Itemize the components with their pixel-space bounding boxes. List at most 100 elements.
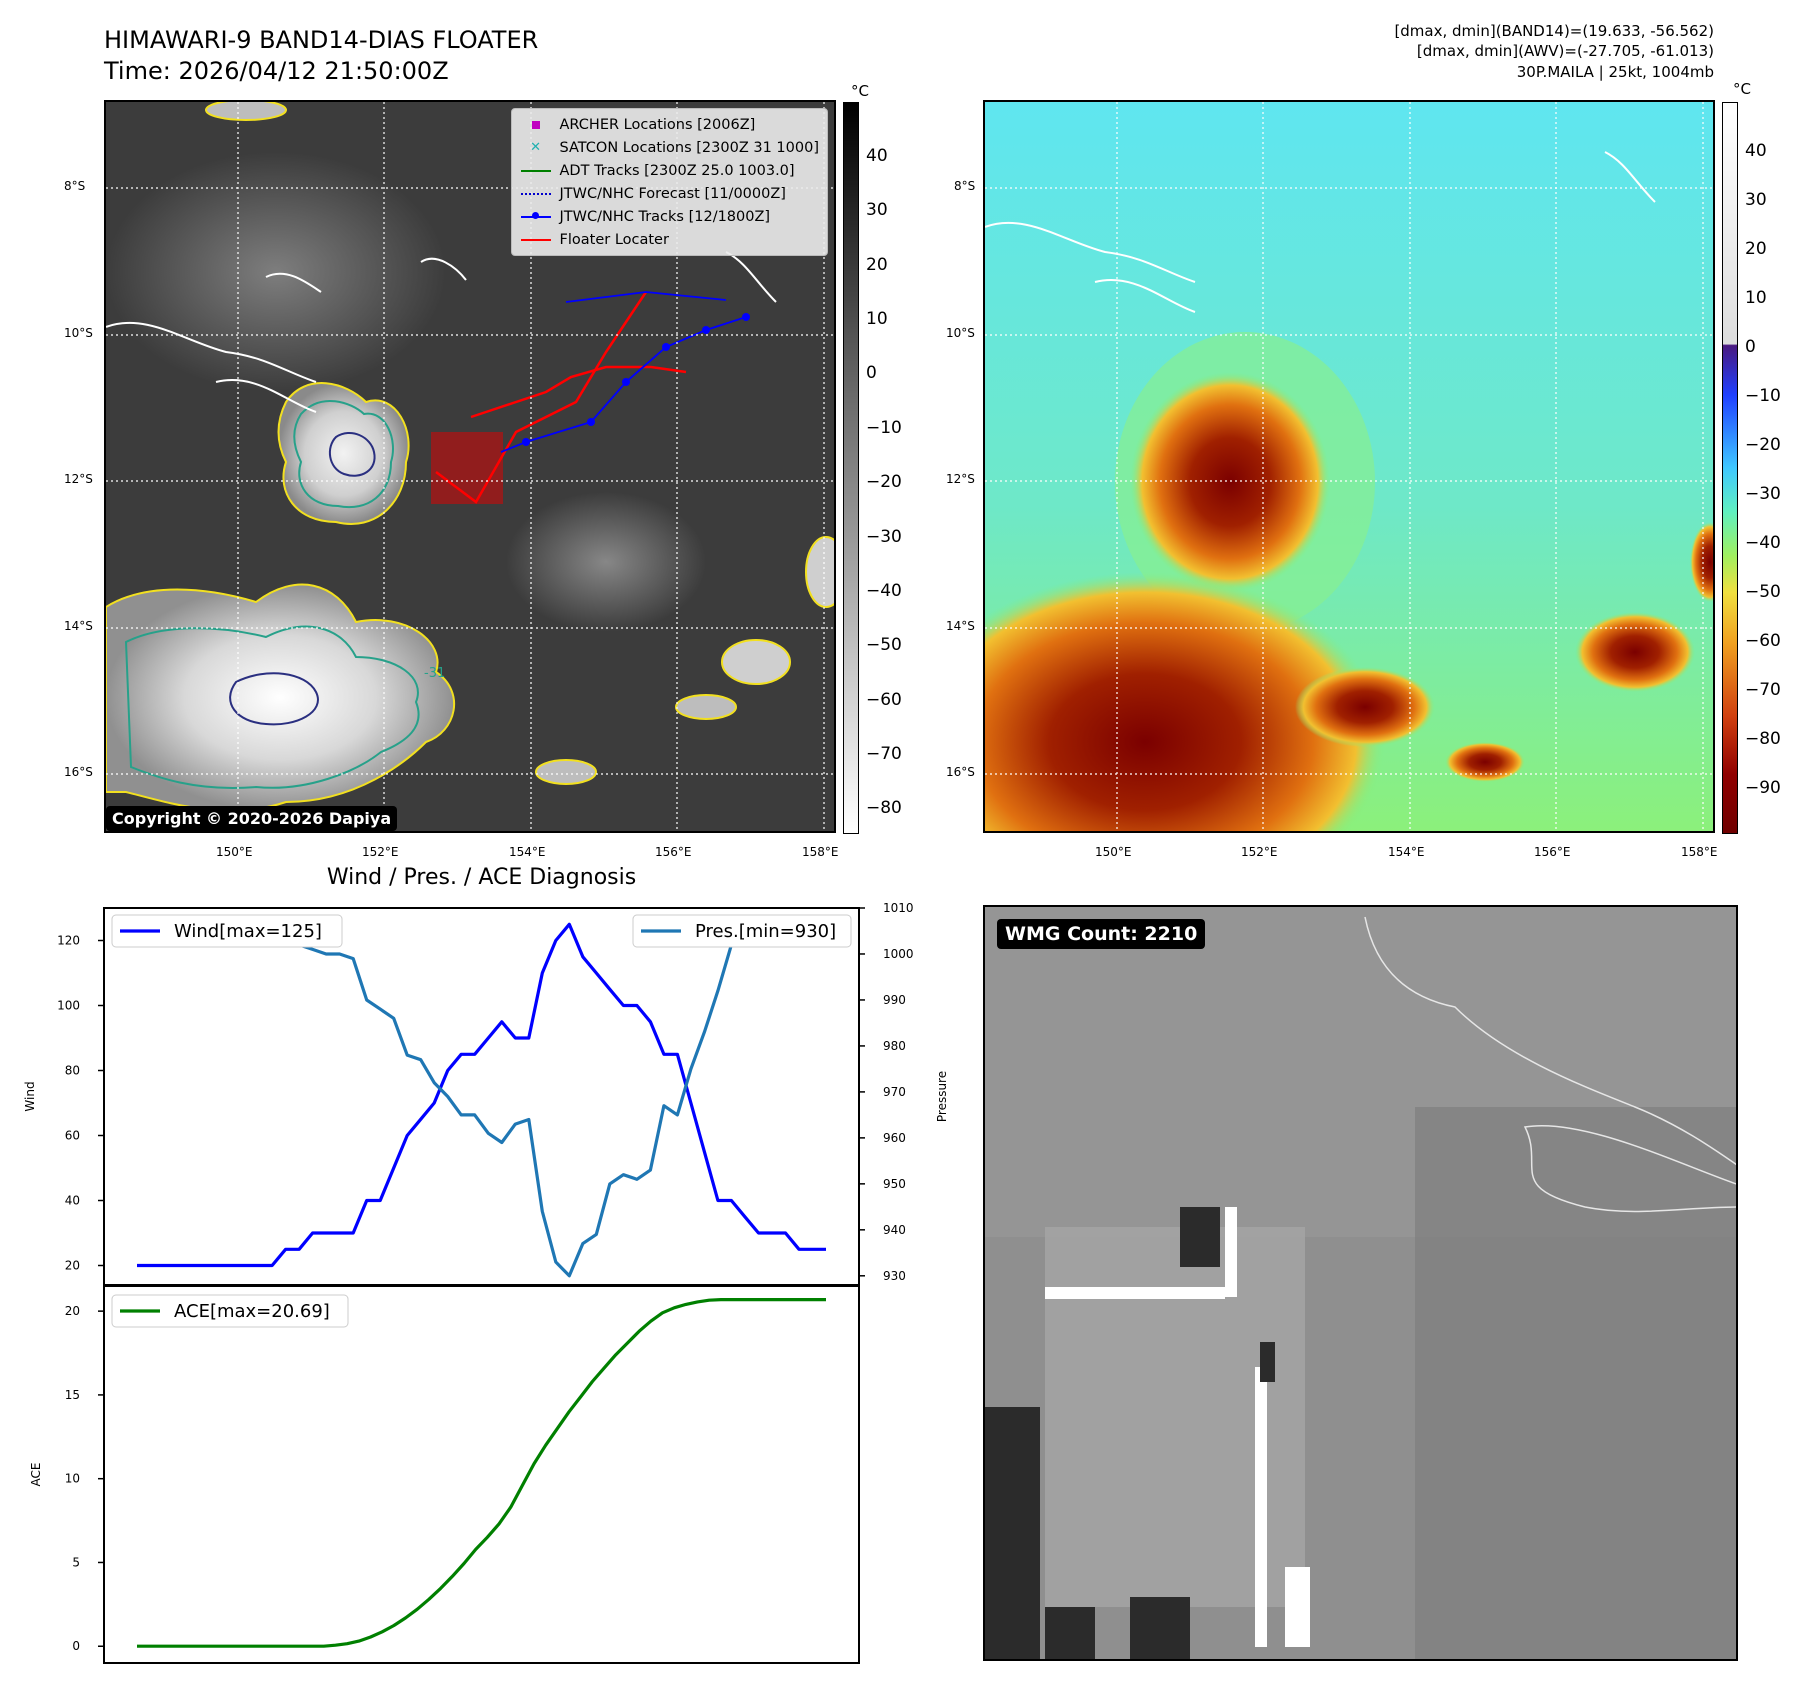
southern-contour-inner <box>124 625 420 789</box>
y2-tick-label: 960 <box>883 1131 906 1145</box>
y-tick-label: 60 <box>65 1129 80 1143</box>
y-tick-label: 0 <box>72 1639 80 1653</box>
lon-label-150e: 150°E <box>216 845 253 859</box>
northern-contour-inner <box>293 399 394 509</box>
lon-label-154e: 154°E <box>1388 845 1425 859</box>
cb-left-tick: −80 <box>866 798 902 818</box>
map-gridlines <box>106 102 834 831</box>
legend-wind: Wind[max=125] <box>111 914 343 948</box>
colorbar-left-unit: °C <box>851 82 869 100</box>
awv-south-blob <box>985 572 1385 831</box>
x-marker-icon: ✕ <box>530 140 541 155</box>
floater-track <box>470 365 687 419</box>
lat-label-12s: 12°S <box>64 472 93 486</box>
band14-range: [dmax, dmin](BAND14)=(19.633, -56.562) <box>1394 22 1714 40</box>
plot-frame <box>103 907 860 1286</box>
coastline-island-2 <box>420 257 467 281</box>
y-axis-label: Wind <box>23 1081 37 1111</box>
y2-tick-label: 950 <box>883 1177 906 1191</box>
cloud-haze-central <box>506 492 706 632</box>
lon-label-158e: 158°E <box>802 845 839 859</box>
awv-coastline-2 <box>1604 151 1656 203</box>
cb-left-tick: −70 <box>866 744 902 764</box>
ir-map-svg: -31 <box>106 102 834 831</box>
y-tick-label: 20 <box>65 1304 80 1318</box>
cb-right-tick: −40 <box>1745 533 1781 553</box>
cb-left-tick: 40 <box>866 146 888 166</box>
wmg-dark-pixels <box>985 1207 1275 1659</box>
legend-tracks: JTWC/NHC Tracks [12/1800Z] <box>520 205 819 228</box>
y-tick-label: 5 <box>72 1555 80 1569</box>
east-cell-3 <box>535 759 597 785</box>
wmg-panel: WMG Count: 2210 <box>983 905 1738 1661</box>
solid-line-icon <box>520 169 551 172</box>
y2-tick-label: 940 <box>883 1223 906 1237</box>
legend-floater: Floater Locater <box>520 228 819 251</box>
lat-label-10s: 10°S <box>946 326 975 340</box>
legend-archer: ARCHER Locations [2006Z] <box>520 113 819 136</box>
plot-frame <box>103 1285 860 1664</box>
y2-tick-label: 1010 <box>883 901 914 915</box>
awv-east-blob <box>1295 667 1435 747</box>
east-cell-4 <box>805 536 834 608</box>
dotted-line-icon <box>520 192 551 195</box>
series-line-wind <box>137 922 826 1268</box>
square-marker-icon <box>531 120 540 129</box>
legend-box <box>111 914 343 948</box>
legend-pressure-label: Pres.[min=930] <box>695 921 836 942</box>
awv-far-east-blob <box>1575 612 1695 692</box>
colorbar-left <box>843 102 859 834</box>
lon-label-150e: 150°E <box>1095 845 1132 859</box>
diagnosis-title: Wind / Pres. / ACE Diagnosis <box>326 865 637 890</box>
chart-title: HIMAWARI-9 BAND14-DIAS FLOATER <box>104 26 539 54</box>
cb-left-tick: −10 <box>866 418 902 438</box>
wmg-bright-pixels <box>1045 1207 1310 1647</box>
y2-tick-label: 990 <box>883 993 906 1007</box>
legend-ace: ACE[max=20.69] <box>111 1294 349 1328</box>
awv-range: [dmax, dmin](AWV)=(-27.705, -61.013) <box>1416 42 1714 60</box>
southern-contour-core <box>229 672 319 726</box>
lat-label-14s: 14°S <box>946 619 975 633</box>
colorbar-right-unit: °C <box>1733 80 1751 98</box>
legend-forecast-label: JTWC/NHC Forecast [11/0000Z] <box>559 185 786 202</box>
east-cell-2 <box>675 694 737 720</box>
lon-label-152e: 152°E <box>362 845 399 859</box>
cb-right-tick: −60 <box>1745 631 1781 651</box>
legend-box <box>111 1294 349 1328</box>
legend-adt-label: ADT Tracks [2300Z 25.0 1003.0] <box>559 162 795 179</box>
awv-small-blob <box>1445 742 1525 782</box>
solid-line-icon <box>520 238 551 241</box>
cb-right-tick: −20 <box>1745 435 1781 455</box>
legend-forecast: JTWC/NHC Forecast [11/0000Z] <box>520 182 819 205</box>
coastline-solomon <box>725 251 777 303</box>
y-tick-label: 40 <box>65 1194 80 1208</box>
cb-left-tick: 20 <box>866 255 888 275</box>
copyright-badge: Copyright © 2020-2026 Dapiya <box>106 806 398 831</box>
y2-tick-label: 930 <box>883 1269 906 1283</box>
wind-pressure-chart: 20 40 60 80 100 120 930 940 950 960 970 980 990 1000 1… <box>0 900 980 1290</box>
cb-right-tick: 30 <box>1745 190 1767 210</box>
cb-right-tick: 20 <box>1745 239 1767 259</box>
cb-left-tick: 0 <box>866 363 877 383</box>
ace-svg: 0 5 10 15 20 ACE ACE[max=20.69] <box>29 1285 860 1664</box>
legend-box <box>632 914 852 948</box>
lat-label-8s: 8°S <box>954 179 976 193</box>
y-tick-label: 10 <box>65 1472 80 1486</box>
cb-left-tick: 30 <box>866 200 888 220</box>
lon-label-158e: 158°E <box>1681 845 1718 859</box>
north-edge-cell <box>205 102 287 121</box>
chart-time: Time: 2026/04/12 21:50:00Z <box>104 57 449 85</box>
floater-box <box>431 432 503 504</box>
jtwc-track-2 <box>565 291 727 303</box>
map-legend: ARCHER Locations [2006Z] ✕ SATCON Locati… <box>510 108 828 256</box>
coastline-png <box>106 321 317 413</box>
contour-label: -31 <box>424 666 445 681</box>
y-axis-label: ACE <box>29 1463 43 1487</box>
floater-track-2 <box>435 291 648 504</box>
cb-right-tick: 10 <box>1745 288 1767 308</box>
cb-right-tick: 0 <box>1745 337 1756 357</box>
cb-left-tick: −60 <box>866 690 902 710</box>
y2-tick-label: 980 <box>883 1039 906 1053</box>
cb-right-tick: 40 <box>1745 141 1767 161</box>
y-tick-label: 100 <box>57 999 80 1013</box>
